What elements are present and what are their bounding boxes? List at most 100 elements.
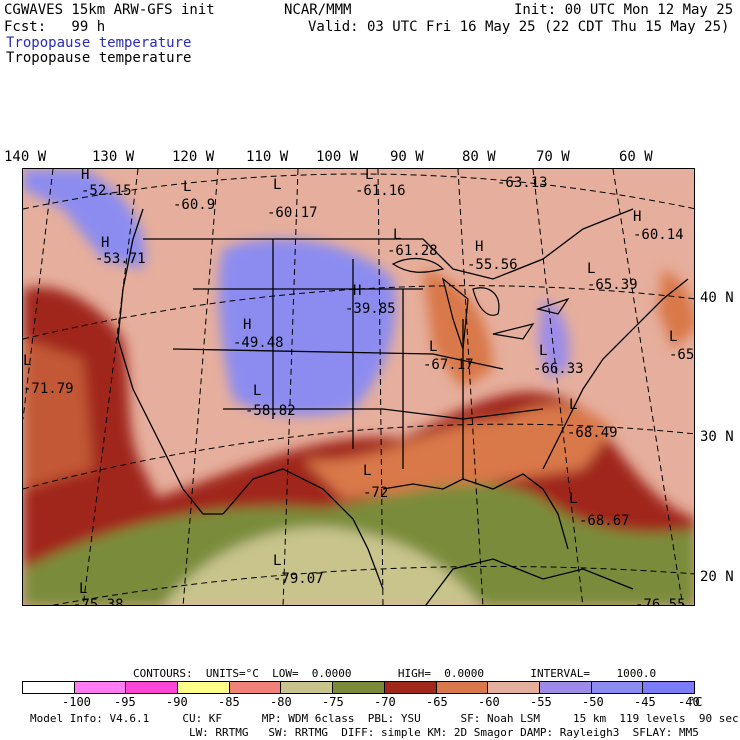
- center-L: L: [183, 179, 191, 195]
- colorbar-swatch: [643, 682, 694, 693]
- lon-label: 70 W: [536, 149, 570, 165]
- contours-info: CONTOURS: UNITS=°C LOW= 0.0000 HIGH= 0.0…: [133, 667, 657, 680]
- center-value: -53.71: [95, 251, 146, 267]
- colorbar-swatch: [74, 682, 127, 693]
- colorbar-tick: -60: [478, 695, 500, 709]
- center-H: H: [243, 317, 251, 333]
- colorbar-tick: -65: [426, 695, 448, 709]
- lat-label: 30 N: [700, 429, 734, 445]
- center-L: L: [363, 463, 371, 479]
- shade-pacific: [23, 339, 93, 489]
- colorbar: [22, 681, 695, 694]
- colorbar-swatch: [281, 682, 334, 693]
- center-L: L: [393, 227, 401, 243]
- center-L: L: [569, 491, 577, 507]
- colorbar-swatch: [591, 682, 644, 693]
- center-value: -72: [363, 485, 388, 501]
- colorbar-unit: °C: [688, 695, 703, 709]
- colorbar-swatch: [229, 682, 282, 693]
- center-value: -61.16: [355, 183, 406, 199]
- great-lakes: [391, 257, 570, 350]
- colorbar-swatch: [333, 682, 385, 693]
- center-H: H: [101, 235, 109, 251]
- center-value: -75.38: [73, 597, 124, 606]
- colorbar-tick: -95: [114, 695, 136, 709]
- shade-atlantic-orange: [658, 269, 694, 349]
- center-value: -68.67: [579, 513, 630, 529]
- field-title-contour: Tropopause temperature: [6, 50, 192, 66]
- center-value: -39.85: [345, 301, 396, 317]
- lon-label: 60 W: [619, 149, 653, 165]
- colorbar-tick: -75: [322, 695, 344, 709]
- center-L: L: [273, 553, 281, 569]
- colorbar-tick: -70: [374, 695, 396, 709]
- lon-label: 80 W: [462, 149, 496, 165]
- center-value: -65.39: [587, 277, 638, 293]
- coastlines-and-borders: [117, 208, 689, 605]
- center-label: NCAR/MMM: [284, 2, 352, 18]
- center-L: L: [669, 329, 677, 345]
- lon-label: 90 W: [390, 149, 424, 165]
- map-panel: H -52.15 L -60.9 L -60.17 L -61.16 -63.1…: [22, 168, 695, 606]
- center-value: -55.56: [467, 257, 518, 273]
- center-L: L: [273, 177, 281, 193]
- lon-label: 140 W: [4, 149, 47, 165]
- center-value: -58.82: [245, 403, 296, 419]
- colorbar-swatch: [384, 682, 437, 693]
- lon-label: 120 W: [172, 149, 215, 165]
- lat-lon-grid: [23, 169, 694, 605]
- center-value: -66.33: [533, 361, 584, 377]
- center-L: L: [253, 383, 261, 399]
- shade-plains-blue: [218, 239, 396, 416]
- colorbar-tick: -85: [218, 695, 240, 709]
- colorbar-swatch: [126, 682, 179, 693]
- colorbar-tick: -90: [166, 695, 188, 709]
- init-time: Init: 00 UTC Mon 12 May 25: [514, 2, 734, 18]
- center-L: L: [569, 397, 577, 413]
- colorbar-tick: -45: [634, 695, 656, 709]
- center-value: -60.17: [267, 205, 318, 221]
- center-value: -68.49: [567, 425, 618, 441]
- shade-south-band-orange: [303, 405, 613, 499]
- colorbar-tick: -80: [270, 695, 292, 709]
- center-H: H: [475, 239, 483, 255]
- center-value: -79.07: [273, 571, 324, 587]
- center-H: H: [633, 209, 641, 225]
- center-value: -52.15: [81, 183, 132, 199]
- colorbar-swatch: [488, 682, 540, 693]
- center-value: -76.55: [635, 597, 686, 606]
- shade-mexico-tan: [164, 527, 482, 605]
- colorbar-tick: -100: [62, 695, 91, 709]
- center-value: -60.9: [173, 197, 215, 213]
- colorbar-swatch: [539, 682, 592, 693]
- colorbar-tick: -40: [678, 695, 700, 709]
- center-L: L: [23, 353, 31, 369]
- center-value: -71.79: [23, 381, 74, 397]
- colorbar-tick: -50: [582, 695, 604, 709]
- center-L: L: [539, 343, 547, 359]
- center-value: -61.28: [387, 243, 438, 259]
- center-L: L: [587, 261, 595, 277]
- center-value: -63.13: [497, 175, 548, 191]
- center-H: H: [81, 169, 89, 183]
- colorbar-swatch: [436, 682, 489, 693]
- lat-label: 40 N: [700, 290, 734, 306]
- field-title-shaded: Tropopause temperature: [6, 35, 192, 51]
- colorbar-swatch: [23, 682, 75, 693]
- map-svg: H -52.15 L -60.9 L -60.17 L -61.16 -63.1…: [23, 169, 694, 606]
- center-value: -65: [669, 347, 694, 363]
- lon-label: 100 W: [316, 149, 359, 165]
- lon-label: 110 W: [246, 149, 289, 165]
- model-info-line1: Model Info: V4.6.1 CU: KF MP: WDM 6class…: [30, 712, 739, 725]
- pressure-centers: H -52.15 L -60.9 L -60.17 L -61.16 -63.1…: [23, 169, 694, 606]
- lat-label: 20 N: [700, 569, 734, 585]
- colorbar-swatch: [178, 682, 230, 693]
- center-value: -49.48: [233, 335, 284, 351]
- forecast-hour: Fcst: 99 h: [4, 19, 106, 35]
- colorbar-tick: -55: [530, 695, 552, 709]
- center-L: L: [365, 169, 373, 183]
- shade-lakes-orange: [423, 269, 493, 389]
- center-L: L: [429, 339, 437, 355]
- center-L: L: [79, 581, 87, 597]
- center-H: H: [353, 283, 361, 299]
